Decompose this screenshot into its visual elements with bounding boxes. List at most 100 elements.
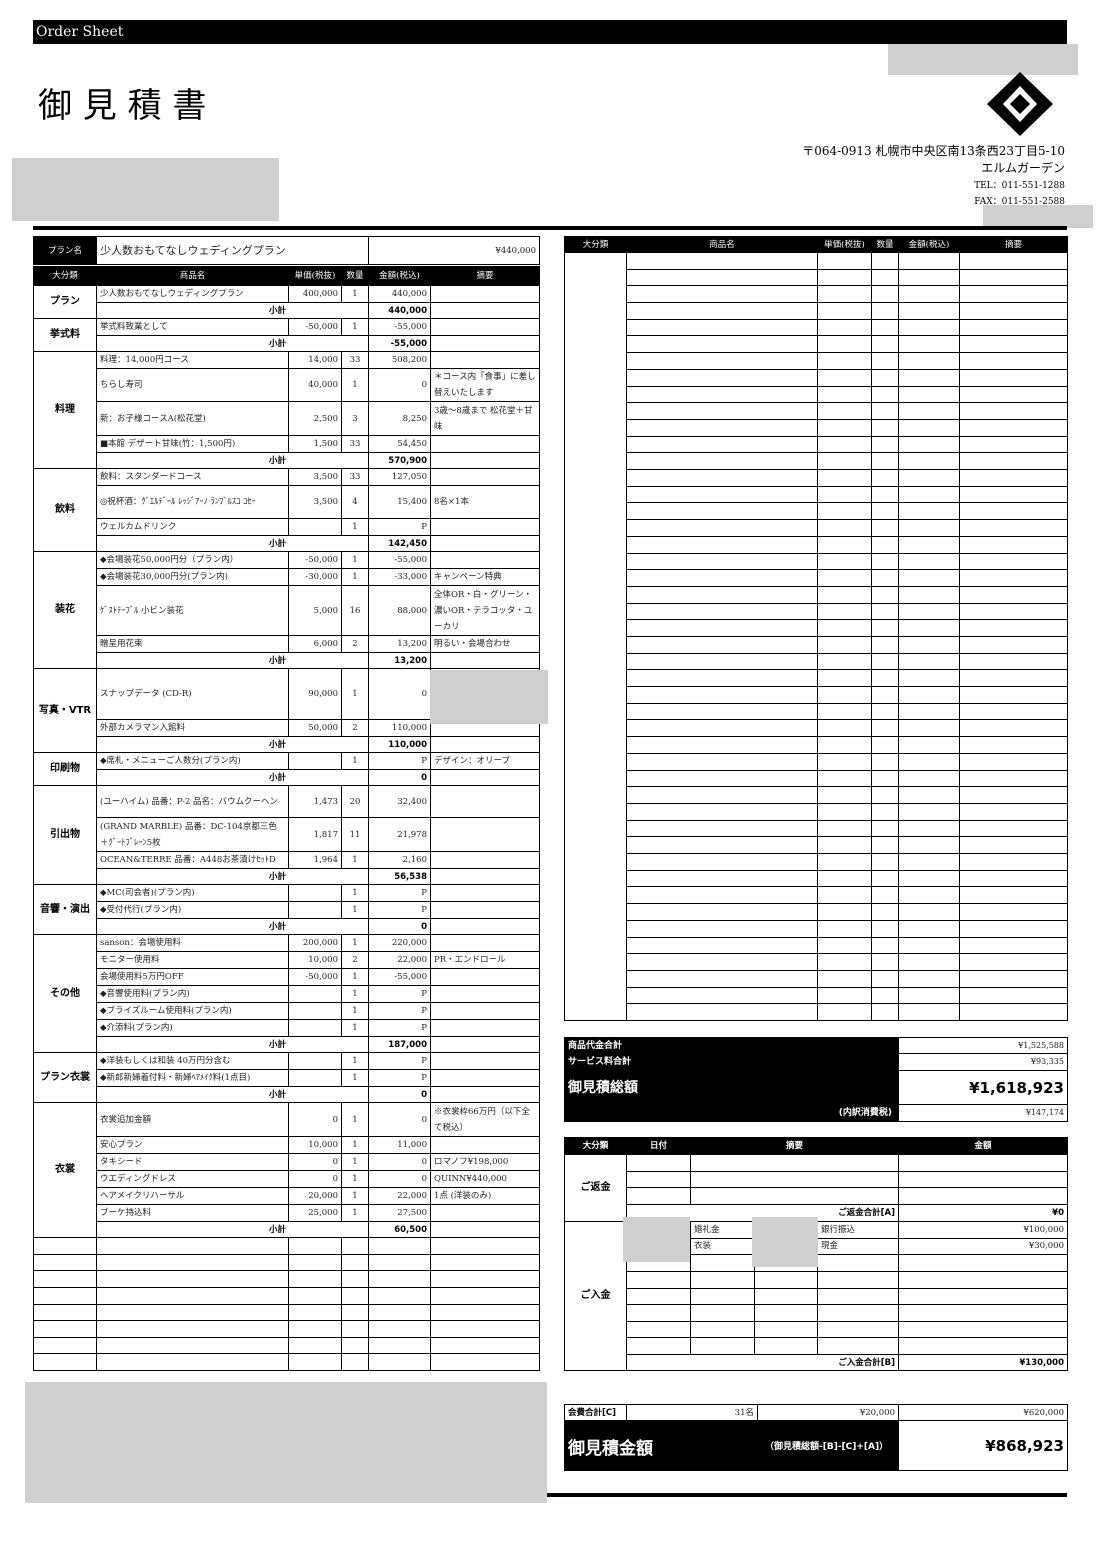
table-cell (626, 452, 818, 471)
item-name: 飲料：スタンダードコース (96, 468, 289, 486)
table-cell (871, 619, 899, 637)
table-cell (871, 552, 899, 571)
table-cell (817, 552, 872, 571)
table-cell (33, 1353, 97, 1371)
table-cell (341, 1253, 369, 1272)
table-cell (626, 285, 818, 304)
item-note (430, 1069, 540, 1087)
category: 料理 (33, 351, 97, 469)
table-cell (871, 452, 899, 471)
table-cell (959, 936, 1068, 955)
table-cell (817, 702, 872, 721)
table-cell (871, 802, 899, 821)
item-name: 挙式料致業として (96, 318, 289, 336)
table-cell (626, 886, 818, 905)
deposit-cell (690, 1270, 755, 1289)
table-cell (430, 868, 540, 885)
item-note (430, 985, 540, 1003)
table-cell (626, 986, 818, 1005)
table-cell (959, 719, 1068, 738)
table-cell (33, 1320, 97, 1338)
item-note (430, 817, 540, 852)
table-cell (96, 1237, 289, 1255)
subtotal: 56,538 (368, 868, 431, 885)
table-cell (959, 452, 1068, 471)
item-name: 衣裳追加金額 (96, 1102, 289, 1137)
table-cell (898, 752, 960, 771)
table-cell (898, 469, 960, 487)
item-name: sanson：会場使用料 (96, 934, 289, 952)
item-qty: 1 (341, 1019, 369, 1037)
table-cell (959, 569, 1068, 587)
table-cell (871, 385, 899, 404)
table-cell (817, 469, 872, 487)
table-cell (288, 1303, 342, 1322)
item-price: 25,000 (288, 1204, 342, 1222)
redaction (983, 205, 1093, 228)
item-note (430, 1204, 540, 1222)
fee-unit: ¥20,000 (757, 1404, 899, 1421)
item-amount: P (368, 1052, 431, 1070)
item-name: ブーケ持込料 (96, 1204, 289, 1222)
column-header: 商品名 (626, 236, 818, 253)
table-cell (871, 485, 899, 504)
table-cell (96, 1270, 289, 1288)
plan-name: 少人数おもてなしウェディングプラン (96, 236, 369, 265)
table-cell (626, 569, 818, 587)
item-note: キャンペーン特典 (430, 568, 540, 586)
deposit-cell: 婚礼金 (690, 1221, 755, 1239)
item-amount: 32,400 (368, 785, 431, 818)
table-cell (341, 1336, 369, 1355)
item-price: 3,500 (288, 468, 342, 486)
fee-count: 31名 (626, 1404, 758, 1421)
deposit-cell (690, 1304, 755, 1322)
final-label: 御見積金額 (568, 1439, 653, 1459)
item-name: 安心プラン (96, 1136, 289, 1154)
category: プラン衣裳 (33, 1052, 97, 1103)
item-qty: 1 (341, 968, 369, 986)
deposit-cell (898, 1254, 1068, 1272)
table-cell (626, 903, 818, 921)
item-note: 8名×1本 (430, 485, 540, 519)
table-cell (288, 1353, 342, 1371)
deposit-cell (626, 1337, 691, 1355)
table-cell (898, 585, 960, 604)
redaction (430, 670, 548, 724)
table-cell (898, 936, 960, 955)
table-cell (959, 853, 1068, 871)
table-cell (898, 736, 960, 754)
table-cell (959, 585, 1068, 604)
item-amount: 0 (368, 668, 431, 720)
table-cell (898, 252, 960, 270)
table-cell (959, 836, 1068, 855)
table-cell (898, 919, 960, 938)
item-amount: 13,200 (368, 635, 431, 653)
table-cell (626, 585, 818, 604)
item-note (430, 435, 540, 453)
header-bar (33, 20, 1067, 44)
table-cell (959, 502, 1068, 521)
table-cell (871, 752, 899, 771)
deposit-cell (754, 1270, 818, 1289)
table-cell (626, 953, 818, 971)
table-cell (368, 1286, 431, 1305)
table-cell (430, 1237, 540, 1255)
item-amount: 508,200 (368, 351, 431, 369)
category: 装花 (33, 551, 97, 669)
table-cell (368, 1336, 431, 1355)
table-cell (959, 819, 1068, 838)
table-cell (626, 636, 818, 654)
table-cell (430, 302, 540, 319)
item-price: -50,000 (288, 318, 342, 336)
item-qty: 1 (341, 551, 369, 569)
deposit-cell (817, 1270, 899, 1289)
table-cell (817, 535, 872, 554)
fax: FAX：011-551-2588 (974, 197, 1065, 207)
table-cell (33, 1253, 97, 1272)
table-cell (33, 1336, 97, 1355)
item-price: 0 (288, 1153, 342, 1171)
table-cell (959, 302, 1068, 320)
item-name: ウエディングドレス (96, 1170, 289, 1188)
table-cell (430, 1253, 540, 1272)
column-header: 商品名 (96, 266, 289, 286)
